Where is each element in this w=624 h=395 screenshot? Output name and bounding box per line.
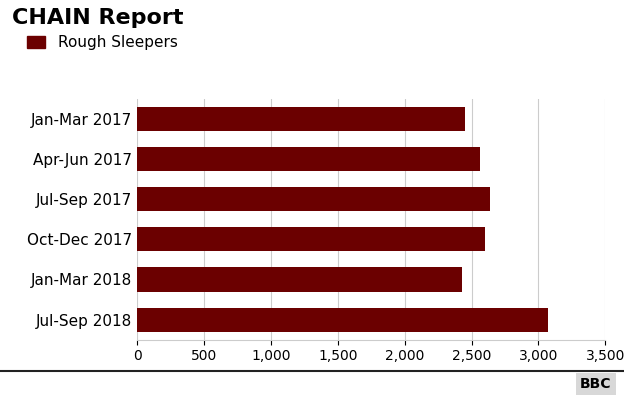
Bar: [137, 187, 490, 211]
Bar: [137, 147, 480, 171]
Legend: Rough Sleepers: Rough Sleepers: [21, 29, 183, 56]
Text: BBC: BBC: [580, 377, 612, 391]
Text: CHAIN Report: CHAIN Report: [12, 8, 184, 28]
Bar: [137, 308, 548, 332]
Bar: [137, 267, 462, 292]
Bar: [137, 107, 465, 131]
Bar: [137, 227, 485, 251]
